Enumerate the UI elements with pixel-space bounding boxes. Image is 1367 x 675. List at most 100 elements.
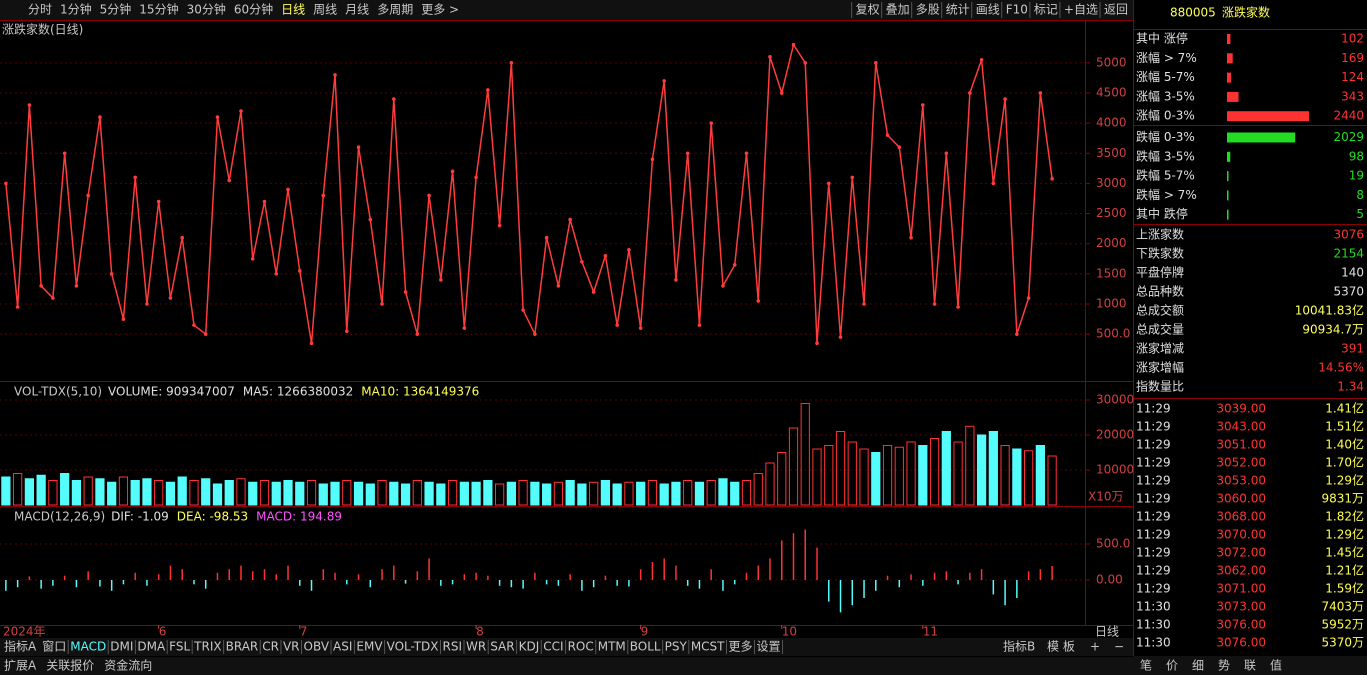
stat-value: 90934.7万 bbox=[1302, 323, 1364, 337]
y-tick-label: 1500 bbox=[1096, 266, 1127, 280]
panel-tab[interactable]: 值 bbox=[1270, 658, 1282, 673]
toolbar-button[interactable]: 返回 bbox=[1104, 3, 1128, 17]
point bbox=[333, 73, 337, 77]
indicator-button[interactable]: KDJ bbox=[519, 640, 540, 654]
toolbar-button[interactable]: 叠加 bbox=[886, 3, 910, 17]
toolbar-button[interactable]: 统计 bbox=[946, 3, 970, 17]
indicator-button[interactable]: ROC bbox=[568, 640, 594, 654]
toolbar-button[interactable]: 标记 bbox=[1034, 3, 1058, 17]
indicator-button[interactable]: MACD bbox=[70, 640, 106, 654]
indicator-button[interactable]: VR bbox=[283, 640, 300, 654]
volume-bar bbox=[753, 472, 763, 506]
indicator-button[interactable]: 设置 bbox=[757, 640, 781, 654]
bottom-tab[interactable]: 关联报价 bbox=[46, 658, 94, 673]
volume-bar bbox=[577, 483, 587, 506]
period-button[interactable]: 更多 > bbox=[421, 3, 459, 17]
period-button[interactable]: 15分钟 bbox=[139, 2, 178, 17]
indicator-button[interactable]: RSI bbox=[443, 640, 463, 654]
indicator-button[interactable]: ASI bbox=[333, 640, 352, 654]
indicator-button[interactable]: FSL bbox=[169, 640, 190, 654]
volume-bar bbox=[189, 479, 199, 506]
trade-amount: 1.29亿 bbox=[1325, 527, 1364, 542]
bottom-tab[interactable]: 资金流向 bbox=[104, 658, 152, 673]
indicator-button[interactable]: 模 板 bbox=[1047, 640, 1075, 654]
indicator-button[interactable]: BRAR bbox=[226, 640, 259, 654]
point bbox=[756, 299, 761, 303]
volume-bar bbox=[777, 451, 787, 506]
name: 涨跌家数 bbox=[1222, 5, 1270, 20]
indicator-button[interactable]: VOL-TDX bbox=[387, 640, 439, 654]
indicator-button[interactable]: CCI bbox=[543, 640, 563, 654]
indicator-button[interactable]: − bbox=[1114, 640, 1124, 654]
panel-tab[interactable]: 笔 bbox=[1140, 658, 1152, 673]
breadth-label: 跌幅 5-7% bbox=[1136, 168, 1195, 183]
trade-amount: 1.41亿 bbox=[1325, 401, 1364, 416]
volume-bar bbox=[624, 481, 634, 506]
point bbox=[239, 109, 243, 113]
volume-bar bbox=[659, 483, 669, 506]
indicator-button[interactable]: 更多 bbox=[729, 640, 753, 654]
code: 880005 bbox=[1170, 6, 1216, 20]
indicator-button[interactable]: MCST bbox=[691, 640, 725, 654]
volume-bar bbox=[224, 479, 234, 506]
point bbox=[638, 326, 643, 330]
toolbar-button[interactable]: 画线 bbox=[976, 3, 1000, 17]
indicator-button[interactable]: DMA bbox=[137, 640, 166, 654]
point bbox=[521, 308, 525, 312]
point bbox=[497, 223, 502, 228]
period-button[interactable]: 分时 bbox=[28, 3, 52, 17]
toolbar-button[interactable]: +自选 bbox=[1064, 3, 1098, 17]
indicator-tab[interactable]: 指标A bbox=[4, 639, 37, 654]
point bbox=[274, 272, 279, 276]
indicator-button[interactable]: MTM bbox=[598, 640, 626, 654]
panel-tab[interactable]: 势 bbox=[1218, 659, 1230, 673]
indicator-button[interactable]: EMV bbox=[356, 640, 383, 654]
indicator-button[interactable]: CR bbox=[262, 640, 279, 654]
trade-price: 3068.00 bbox=[1216, 510, 1266, 524]
period-button[interactable]: 60分钟 bbox=[234, 2, 273, 17]
period-button[interactable]: 1分钟 bbox=[60, 2, 92, 17]
indicator-value: MACD: 194.89 bbox=[256, 510, 342, 524]
indicator-button[interactable]: TRIX bbox=[193, 640, 221, 654]
volume-bar bbox=[1012, 448, 1022, 506]
toolbar-button[interactable]: 多股 bbox=[916, 3, 940, 17]
panel-tab[interactable]: 细 bbox=[1192, 659, 1204, 673]
indicator-button[interactable]: 指标B bbox=[1003, 639, 1035, 654]
stat-label: 平盘停牌 bbox=[1136, 265, 1184, 280]
volume-bar bbox=[259, 479, 270, 506]
volume-bar bbox=[318, 483, 328, 506]
volume-bar bbox=[365, 483, 375, 506]
toolbar-button[interactable]: 复权 bbox=[856, 3, 880, 17]
point bbox=[873, 61, 878, 65]
panel-tab[interactable]: 联 bbox=[1244, 659, 1256, 673]
volume-bar bbox=[13, 472, 23, 506]
indicator-button[interactable]: 窗口 bbox=[42, 640, 66, 654]
period-button[interactable]: 月线 bbox=[345, 3, 369, 17]
period-button[interactable]: 多周期 bbox=[377, 3, 413, 17]
indicator-button[interactable]: + bbox=[1090, 640, 1100, 654]
period-button[interactable]: 30分钟 bbox=[187, 2, 226, 17]
bottom-tab[interactable]: 扩展A bbox=[4, 659, 37, 673]
point bbox=[603, 253, 608, 258]
indicator-button[interactable]: BOLL bbox=[630, 640, 661, 654]
breadth-value: 124 bbox=[1341, 70, 1364, 84]
indicator-button[interactable]: SAR bbox=[490, 640, 514, 654]
indicator-button[interactable]: DMI bbox=[110, 640, 133, 654]
period-button[interactable]: 5分钟 bbox=[100, 2, 132, 17]
point bbox=[1038, 91, 1043, 95]
volume-bar bbox=[400, 483, 411, 506]
stat-value: 3076 bbox=[1333, 228, 1364, 242]
indicator-button[interactable]: WR bbox=[466, 640, 486, 654]
indicator-button[interactable]: PSY bbox=[665, 640, 688, 654]
panel-tab[interactable]: 价 bbox=[1166, 659, 1178, 673]
y-tick-label: 2500 bbox=[1096, 206, 1127, 220]
volume-bar bbox=[941, 430, 951, 506]
point bbox=[1003, 97, 1007, 101]
period-button[interactable]: 日线 bbox=[281, 3, 305, 17]
point bbox=[180, 235, 185, 240]
trade-time: 11:29 bbox=[1136, 510, 1171, 524]
indicator-button[interactable]: OBV bbox=[304, 640, 330, 654]
period-button[interactable]: 周线 bbox=[313, 3, 337, 17]
volume-bar bbox=[377, 479, 387, 506]
toolbar-button[interactable]: F10 bbox=[1006, 3, 1028, 17]
